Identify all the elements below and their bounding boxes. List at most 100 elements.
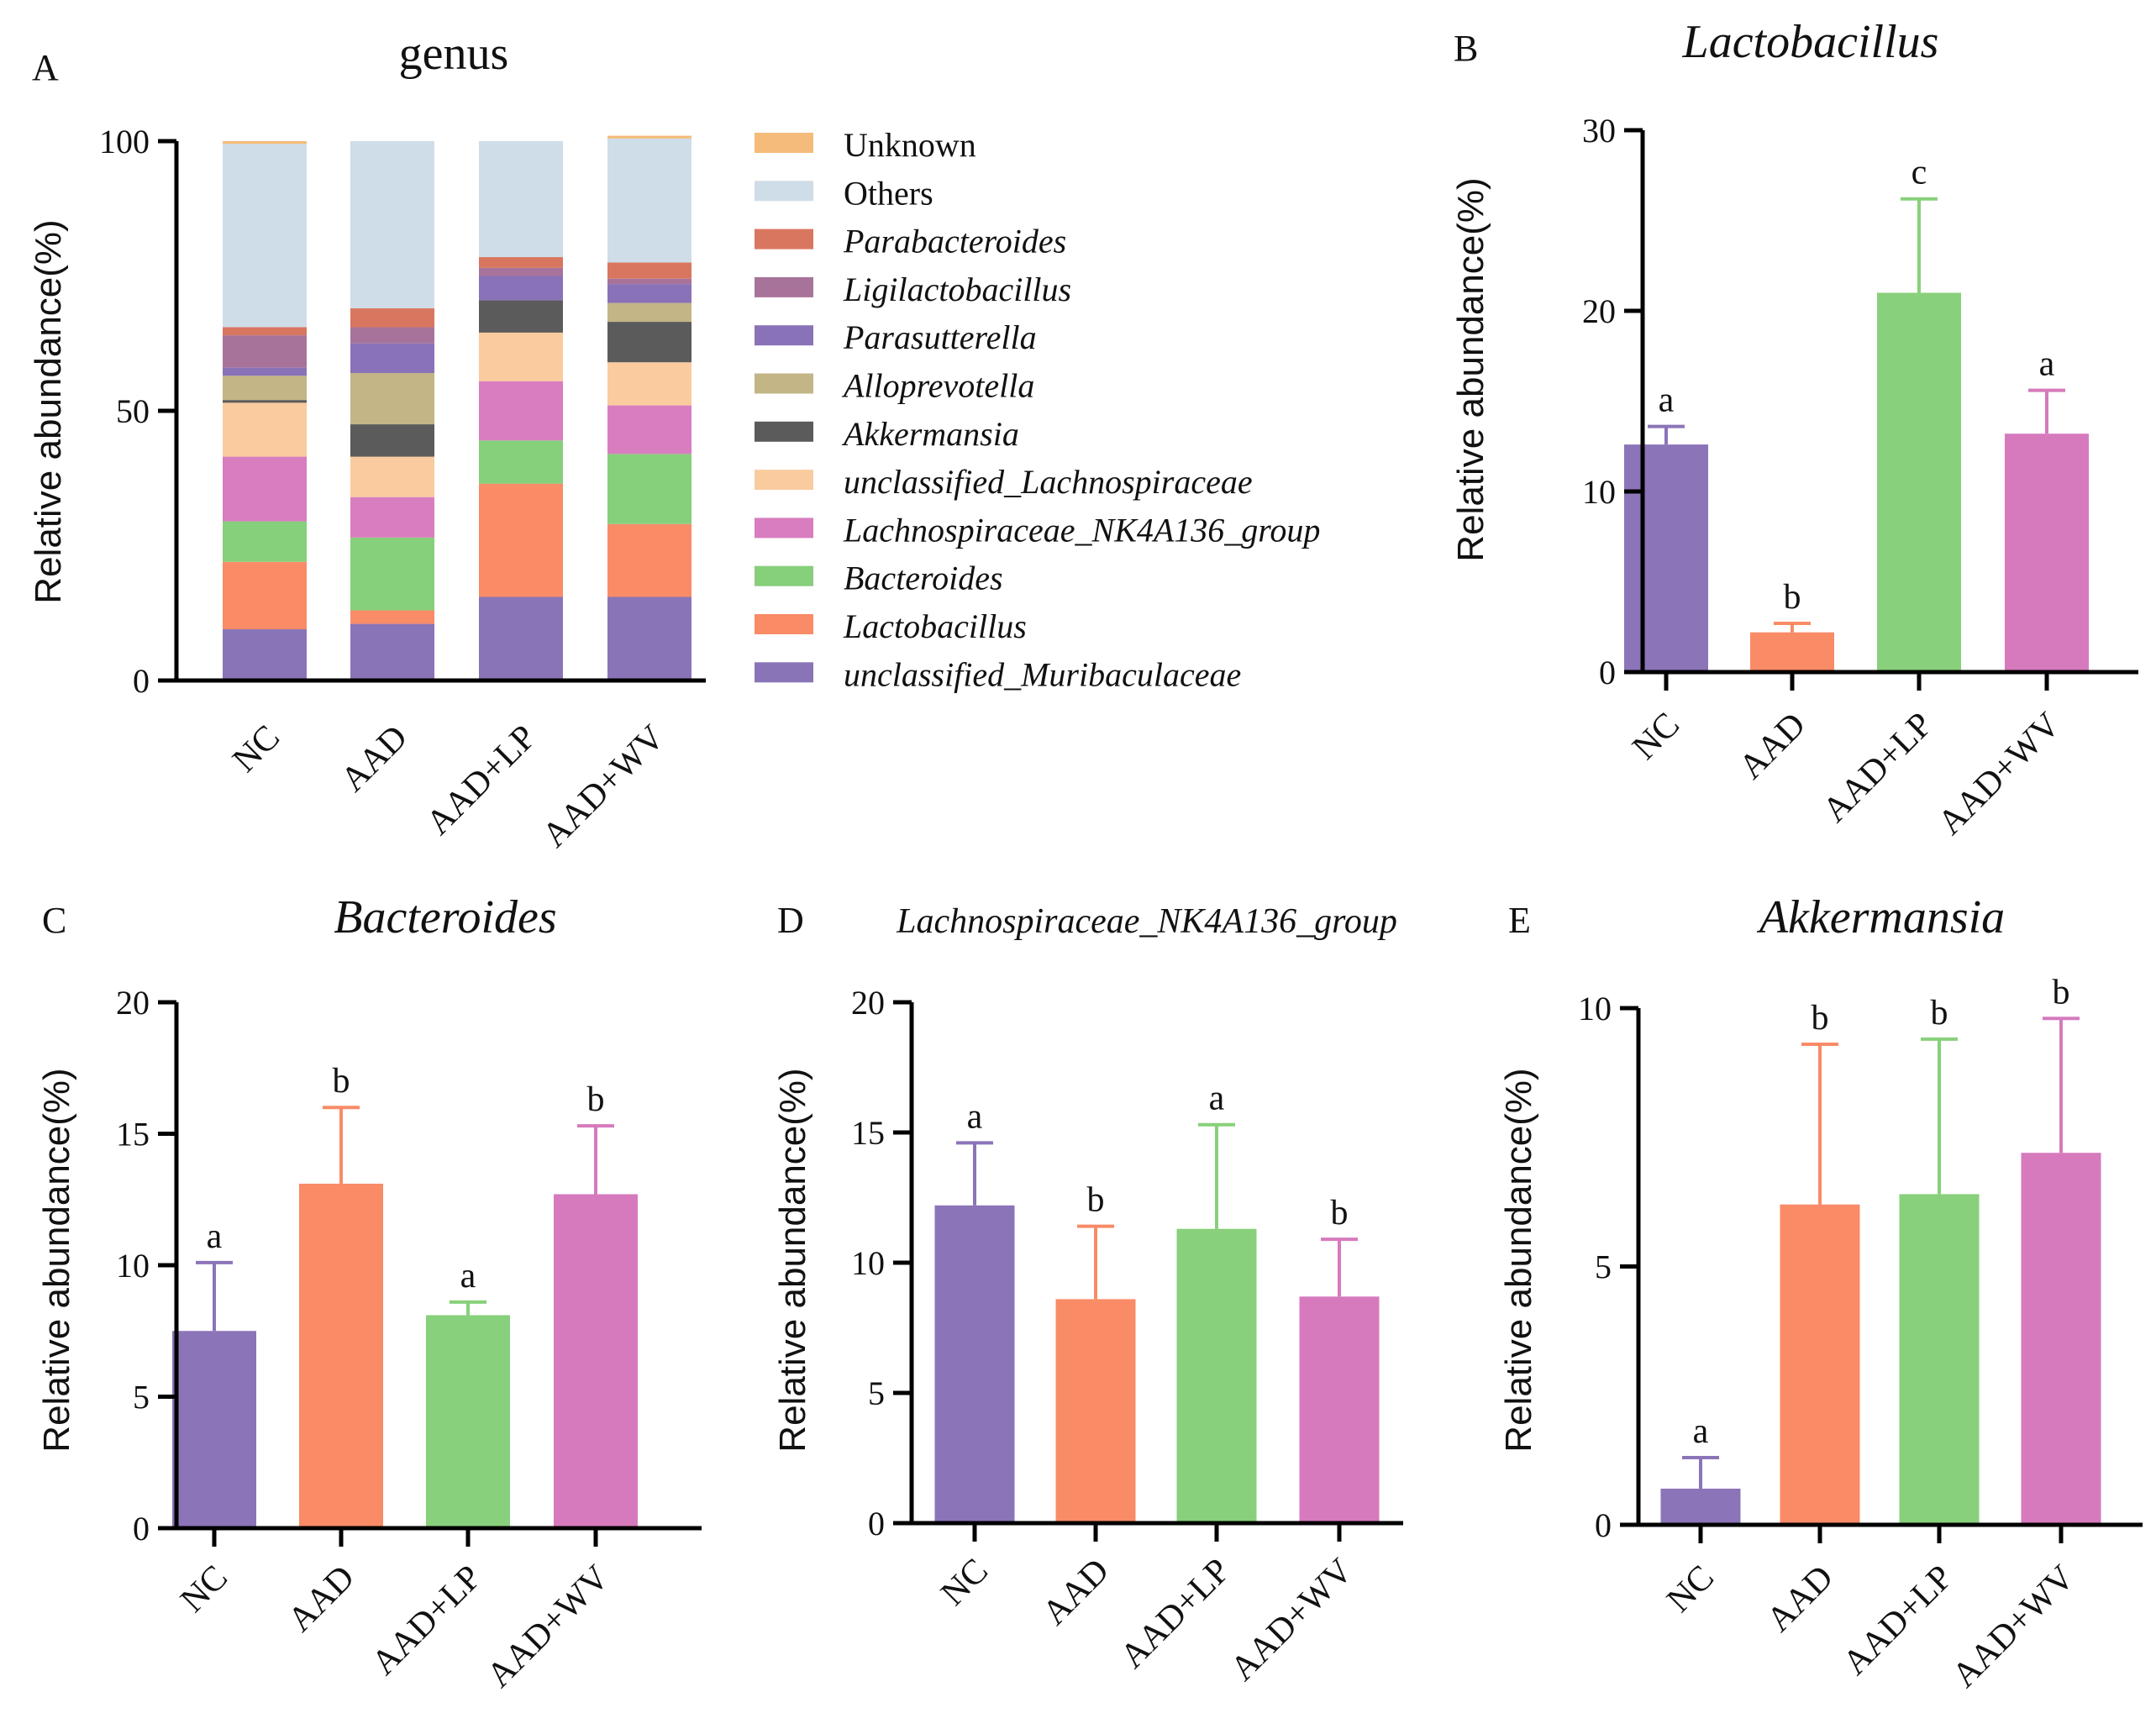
x-tick-label-a: AAD bbox=[334, 718, 415, 800]
chart-b-y-tick-label: 10 bbox=[1582, 473, 1616, 511]
significance-letter: b bbox=[2053, 973, 2070, 1012]
x-tick-label-c: AAD+LP bbox=[365, 1558, 489, 1683]
significance-letter: a bbox=[1693, 1412, 1709, 1451]
panel-label-a: A bbox=[32, 47, 59, 88]
bar-b-nc bbox=[1624, 444, 1708, 672]
chart-title-c: Bacteroides bbox=[334, 891, 556, 943]
bar-c-aad-lp bbox=[426, 1315, 510, 1528]
x-tick-label-a: NC bbox=[225, 718, 287, 780]
bar-d-aad-wv bbox=[1299, 1296, 1380, 1523]
bar-segment-parasutterella bbox=[223, 367, 307, 376]
significance-letter: a bbox=[967, 1097, 983, 1136]
bar-segment-others bbox=[350, 141, 434, 309]
legend-swatch-unclassified-lachnospiraceae bbox=[755, 470, 813, 491]
bar-c-nc bbox=[172, 1331, 256, 1528]
legend-label: Lachnospiraceae_NK4A136_group bbox=[843, 511, 1320, 549]
bar-segment-unclassified-muribaculaceae bbox=[350, 623, 434, 680]
bar-segment-others bbox=[223, 144, 307, 328]
chart-e-y-tick-label: 10 bbox=[1578, 990, 1612, 1027]
bar-segment-bacteroides bbox=[350, 537, 434, 611]
x-tick-label-b: AAD bbox=[1732, 706, 1813, 787]
significance-letter: b bbox=[587, 1080, 605, 1119]
stacked-bar-aad bbox=[350, 141, 434, 680]
y-axis-label-c: Relative abundance(%) bbox=[36, 1068, 77, 1452]
bar-segment-parasutterella bbox=[479, 276, 563, 301]
chart-d-y-tick-label: 15 bbox=[851, 1114, 885, 1152]
chart-a-y-tick-label: 0 bbox=[133, 662, 150, 700]
bar-segment-alloprevotella bbox=[223, 376, 307, 401]
x-tick-label-c: AAD+WV bbox=[480, 1558, 617, 1695]
legend-swatch-bacteroides bbox=[755, 565, 813, 586]
legend-label: Unknown bbox=[844, 126, 976, 164]
x-tick-label-d: AAD+LP bbox=[1113, 1552, 1238, 1676]
x-tick-label-d: AAD+WV bbox=[1223, 1552, 1360, 1689]
x-tick-label-c: AAD bbox=[281, 1558, 362, 1640]
x-tick-label-e: AAD bbox=[1759, 1558, 1841, 1640]
chart-e-y-tick-label: 0 bbox=[1595, 1506, 1612, 1544]
chart-c-y-tick-label: 5 bbox=[133, 1379, 150, 1416]
legend-swatch-parasutterella bbox=[755, 325, 813, 346]
stacked-bar-nc bbox=[223, 141, 307, 680]
y-axis-label-b: Relative abundance(%) bbox=[1450, 177, 1491, 561]
bar-segment-alloprevotella bbox=[350, 373, 434, 425]
bar-segment-parabacteroides bbox=[607, 262, 691, 279]
chart-title-b: Lactobacillus bbox=[1682, 16, 1939, 68]
bar-segment-ligilactobacillus bbox=[223, 335, 307, 368]
chart-e-y-tick-label: 5 bbox=[1595, 1248, 1612, 1286]
bar-e-aad-wv bbox=[2021, 1153, 2101, 1525]
chart-title-a: genus bbox=[399, 28, 509, 80]
significance-letter: b bbox=[1784, 578, 1801, 617]
legend-label: Ligilactobacillus bbox=[843, 271, 1071, 308]
chart-d-y-tick-label: 10 bbox=[851, 1244, 885, 1282]
bar-segment-alloprevotella bbox=[607, 302, 691, 323]
stacked-bar-aad-wv bbox=[607, 135, 691, 680]
bar-e-aad bbox=[1780, 1204, 1860, 1525]
chart-d-y-tick-label: 5 bbox=[868, 1374, 885, 1412]
significance-letter: a bbox=[460, 1257, 476, 1295]
x-tick-label-b: AAD+WV bbox=[1931, 706, 2068, 843]
bar-b-aad bbox=[1750, 632, 1834, 672]
bar-d-aad-lp bbox=[1176, 1228, 1257, 1523]
legend-swatch-unclassified-muribaculaceae bbox=[755, 662, 813, 683]
legend-swatch-akkermansia bbox=[755, 421, 813, 442]
significance-letter: a bbox=[1659, 381, 1675, 420]
significance-letter: b bbox=[1812, 999, 1829, 1038]
bar-segment-lactobacillus bbox=[607, 523, 691, 597]
bar-segment-akkermansia bbox=[479, 300, 563, 333]
bar-segment-others bbox=[479, 141, 563, 258]
x-tick-label-a: AAD+LP bbox=[419, 718, 544, 843]
bar-segment-unclassified-lachnospiraceae bbox=[223, 402, 307, 457]
legend-swatch-lactobacillus bbox=[755, 614, 813, 634]
legend-swatch-parabacteroides bbox=[755, 229, 813, 250]
bar-segment-lactobacillus bbox=[223, 561, 307, 630]
chart-b-y-tick-label: 30 bbox=[1582, 112, 1616, 150]
significance-letter: b bbox=[1331, 1194, 1349, 1232]
legend-label: Others bbox=[844, 174, 933, 212]
bar-segment-lachnospiraceae-nk4a136-group bbox=[350, 497, 434, 538]
bar-c-aad-wv bbox=[554, 1194, 638, 1528]
bar-b-aad-lp bbox=[1877, 292, 1961, 672]
x-tick-label-b: AAD+LP bbox=[1816, 706, 1940, 830]
x-tick-label-d: AAD bbox=[1035, 1552, 1117, 1633]
bar-segment-unknown bbox=[223, 141, 307, 144]
significance-letter: a bbox=[1209, 1080, 1225, 1118]
legend-label: Alloprevotella bbox=[841, 367, 1034, 405]
significance-letter: b bbox=[333, 1062, 350, 1101]
bar-segment-unclassified-muribaculaceae bbox=[479, 596, 563, 680]
significance-letter: a bbox=[207, 1217, 223, 1256]
legend-swatch-others bbox=[755, 181, 813, 202]
chart-c-y-tick-label: 20 bbox=[116, 984, 150, 1022]
chart-d-y-tick-label: 0 bbox=[868, 1505, 885, 1542]
x-tick-label-c: NC bbox=[173, 1558, 235, 1621]
y-axis-label-e: Relative abundance(%) bbox=[1498, 1068, 1539, 1452]
legend-label: unclassified_Lachnospiraceae bbox=[844, 463, 1253, 501]
y-axis-label-a: Relative abundance(%) bbox=[28, 219, 69, 603]
x-tick-label-d: NC bbox=[933, 1552, 996, 1614]
legend-label: Parabacteroides bbox=[843, 223, 1066, 260]
bar-segment-akkermansia bbox=[607, 322, 691, 363]
chart-a-y-tick-label: 50 bbox=[116, 392, 150, 430]
